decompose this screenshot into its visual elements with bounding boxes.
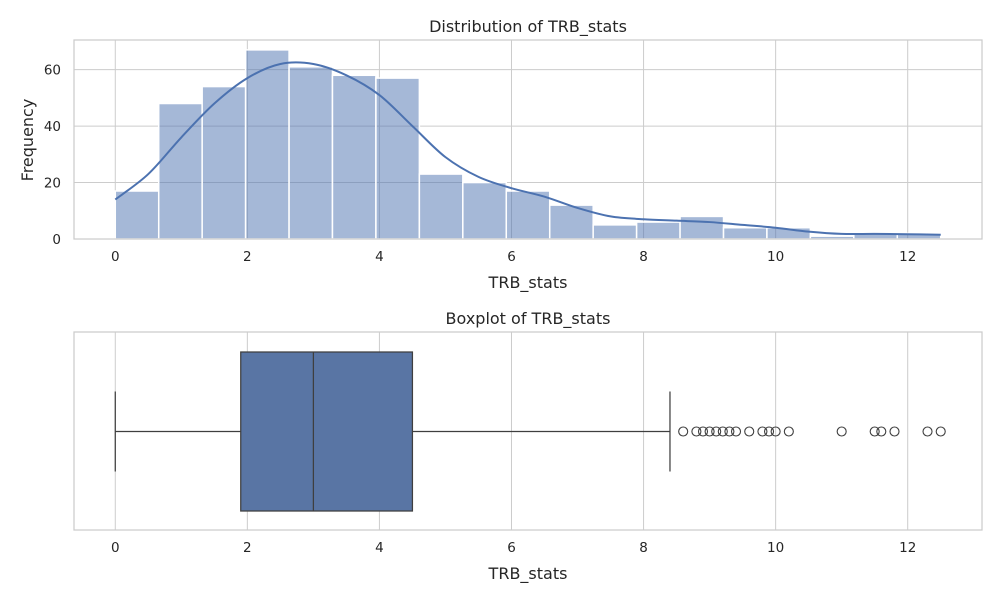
boxplot-x-tick-label: 0 [111,540,120,556]
histogram-frame [73,39,983,240]
histogram-bar [331,74,377,240]
histogram-y-tick-label: 20 [44,176,61,192]
histogram-y-ticks: 0 20 40 60 [44,63,61,248]
outlier-point [935,426,946,437]
boxplot-x-tick-label: 10 [767,540,784,556]
boxplot-x-label: TRB_stats [488,564,568,584]
boxplot-x-tick-label: 12 [899,540,916,556]
histogram-y-tick-label: 40 [44,119,61,135]
boxplot-x-ticks: 0 2 4 6 8 10 12 [111,540,916,556]
histogram-bar [592,224,638,240]
boxplot-outliers [678,426,946,437]
outlier-point [783,426,794,437]
outlier-point [770,426,781,437]
histogram-bar [505,190,551,240]
histogram-bar [201,85,247,240]
boxplot-body [114,351,671,512]
outlier-point [697,426,709,437]
outlier-point [757,426,768,437]
histogram-bar [462,181,508,240]
outlier-point [704,426,715,437]
outlier-point [889,426,900,437]
histogram-bar [157,102,203,240]
histogram-x-label: TRB_stats [488,273,568,293]
outlier-point [691,426,702,437]
boxplot-title: Boxplot of TRB_stats [446,309,611,329]
boxplot-x-tick-label: 2 [243,540,252,556]
histogram-x-tick-label: 10 [767,249,784,265]
boxplot-panel: 0 2 4 6 8 10 12 Boxplot of TRB_stats TRB_stats [73,309,983,584]
outlier-point [869,426,880,437]
histogram-bar [114,190,160,240]
outlier-point [836,426,847,437]
outlier-point [876,426,887,437]
boxplot-x-tick-label: 8 [639,540,648,556]
histogram-bar [418,173,464,240]
outlier-point [678,426,689,437]
histogram-bar [679,215,725,240]
outlier-point [724,426,735,437]
histogram-y-tick-label: 60 [44,63,61,79]
histogram-title: Distribution of TRB_stats [429,17,627,37]
histogram-x-ticks: 0 2 4 6 8 10 12 [111,249,916,265]
outlier-point [922,426,933,437]
histogram-y-label: Frequency [18,99,37,182]
boxplot-x-tick-label: 4 [375,540,384,556]
outlier-point [717,426,728,437]
histogram-bar [375,77,421,240]
kde-curve [114,61,941,236]
histogram-x-tick-label: 2 [243,249,252,265]
histogram-bar [244,49,290,240]
histogram-x-tick-label: 0 [111,249,120,265]
histogram-bar [722,226,768,240]
histogram-x-tick-label: 8 [639,249,648,265]
histogram-x-tick-label: 6 [507,249,516,265]
outlier-point [730,426,742,437]
outlier-point [744,426,755,437]
boxplot-x-tick-label: 6 [507,540,516,556]
histogram-bars [114,49,942,240]
outlier-point [763,426,775,437]
histogram-x-tick-label: 12 [899,249,916,265]
histogram-y-tick-label: 0 [52,232,61,248]
outlier-point [711,426,722,437]
iqr-box [240,351,414,512]
histogram-bar [288,66,334,240]
boxplot-frame [73,331,983,531]
histogram-bar [635,221,681,240]
histogram-panel: 0 2 4 6 8 10 12 0 20 40 60 Distribution of TRB_st… [18,17,983,293]
histogram-x-tick-label: 4 [375,249,384,265]
